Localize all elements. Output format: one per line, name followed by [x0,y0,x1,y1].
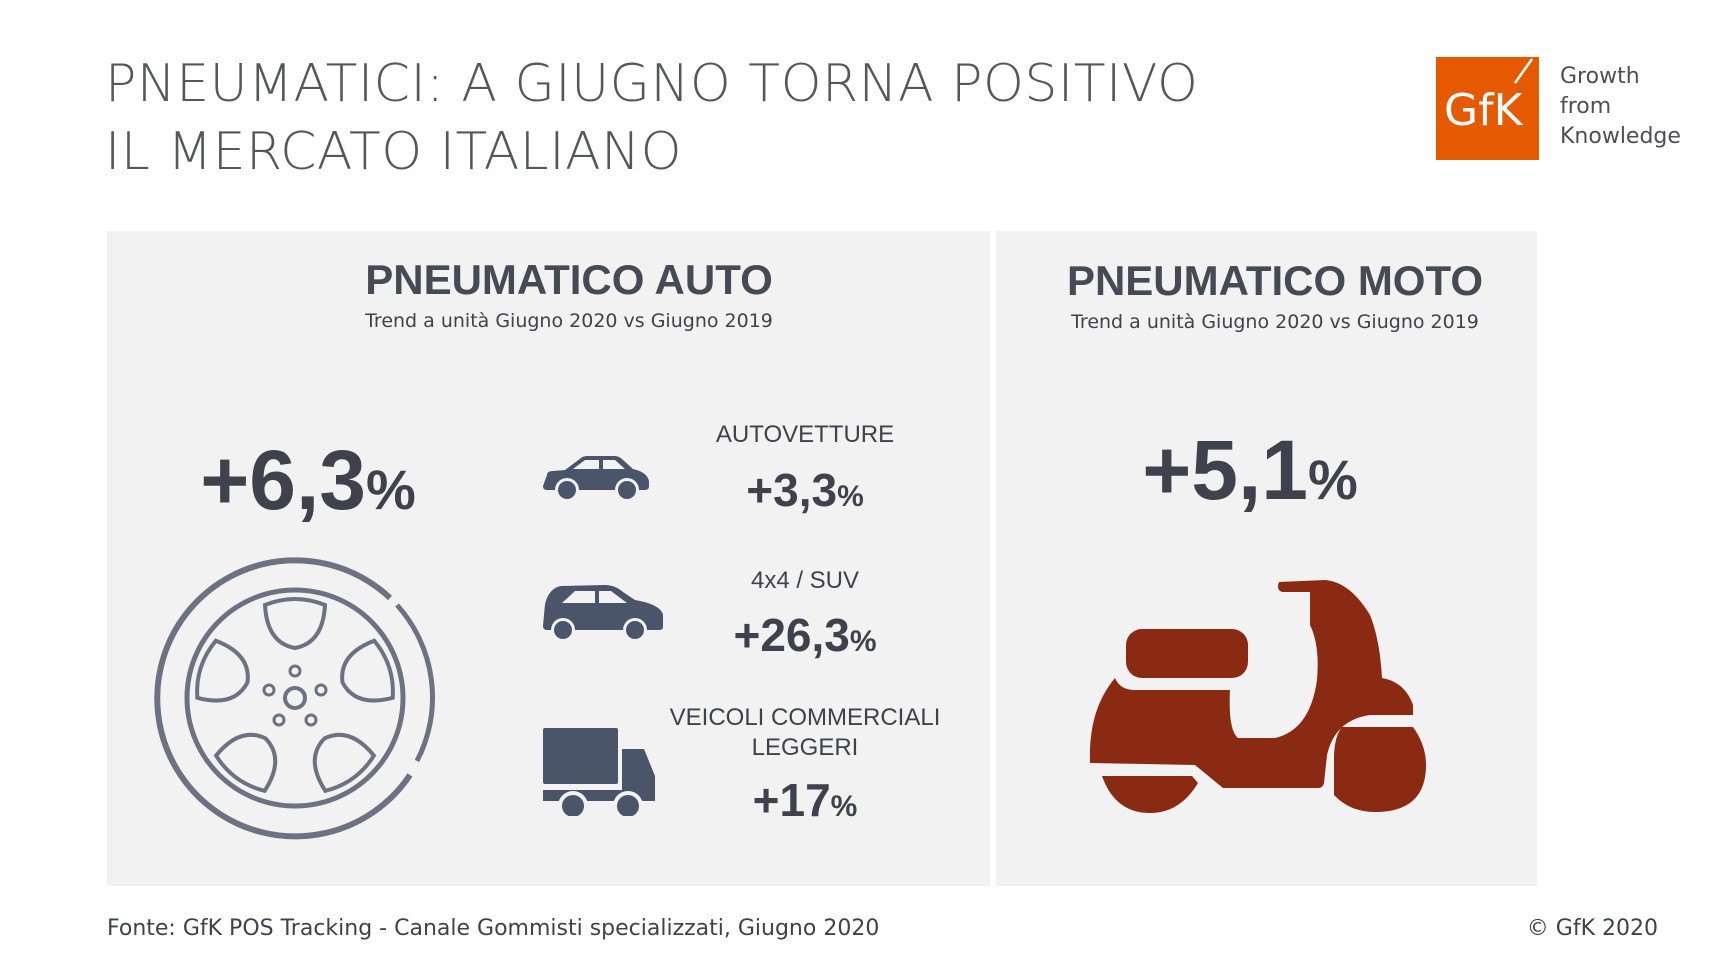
moto-title: PNEUMATICO MOTO [1066,257,1484,304]
percent-sign: % [849,625,877,658]
scooter-icon [1089,580,1426,813]
value-number: +26,3 [733,609,850,661]
segment-value-commercial: +17% [630,773,980,827]
title-line-1: PNEUMATICI: A GIUGNO TORNA POSITIVO [105,54,1199,114]
car-icon [543,456,649,502]
segment-label-commercial: VEICOLI COMMERCIALI [669,704,941,731]
moto-total: +5,1% [1050,422,1450,519]
truck-icon [543,728,655,816]
tagline-line: from [1560,94,1612,119]
tire-icon [154,557,436,840]
suv-icon [543,585,663,642]
tagline-line: Knowledge [1560,124,1681,149]
percent-sign: % [1308,448,1358,511]
value-number: +17 [752,774,831,826]
tagline-line: Growth [1560,64,1640,89]
auto-total: +6,3% [108,432,508,529]
segment-label-commercial-2: LEGGERI [751,734,859,761]
segment-value-suv: +26,3% [630,608,980,662]
gfk-logo-mark: GfK [1444,58,1534,136]
auto-total-number: +6,3 [200,433,367,527]
segment-value-autovetture: +3,3% [630,463,980,517]
gfk-logo: GfK [1436,57,1539,160]
page-title: PNEUMATICI: A GIUGNO TORNA POSITIVO IL M… [105,50,1198,186]
auto-subtitle: Trend a unità Giugno 2020 vs Giugno 2019 [365,310,773,332]
moto-total-number: +5,1 [1142,423,1309,517]
moto-subtitle: Trend a unità Giugno 2020 vs Giugno 2019 [1071,311,1479,333]
percent-sign: % [830,790,858,823]
segment-label-suv: 4x4 / SUV [750,567,860,594]
source-note: Fonte: GfK POS Tracking - Canale Gommist… [107,916,880,941]
percent-sign: % [837,480,864,513]
value-number: +3,3 [746,464,838,516]
svg-text:GfK: GfK [1444,85,1524,136]
copyright: © GfK 2020 [1526,916,1658,941]
logo-tagline: Growth from Knowledge [1560,62,1681,152]
percent-sign: % [366,458,416,521]
segment-label-autovetture: AUTOVETTURE [715,421,895,448]
title-line-2: IL MERCATO ITALIANO [105,122,683,182]
auto-title: PNEUMATICO AUTO [365,256,773,303]
